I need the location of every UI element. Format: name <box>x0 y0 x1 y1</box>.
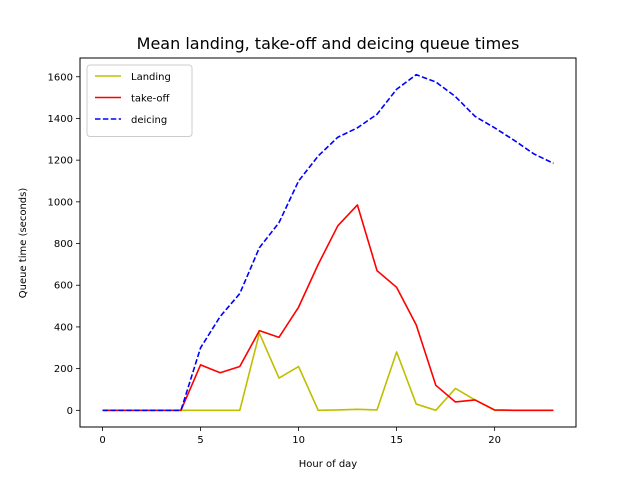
y-tick-label: 1600 <box>48 72 73 83</box>
y-tick-label: 1400 <box>48 114 73 125</box>
plot-area <box>102 73 554 412</box>
legend-label: take-off <box>131 94 171 105</box>
x-axis: 0 5 10 15 20 <box>99 427 501 446</box>
x-tick-label: 5 <box>197 435 203 446</box>
legend-label: deicing <box>131 115 167 126</box>
plot-frame <box>79 57 577 428</box>
x-tick-label: 0 <box>99 435 105 446</box>
y-tick-label: 200 <box>54 364 73 375</box>
series-line-2 <box>102 73 554 412</box>
chart-title: Mean landing, take-off and deicing queue… <box>137 34 520 53</box>
y-axis: 0 200 400 600 800 1000 1200 1400 1600 <box>48 72 80 417</box>
legend: Landing take-off deicing <box>86 64 193 137</box>
y-tick-label: 1200 <box>48 156 73 167</box>
legend-label: Landing <box>131 72 171 83</box>
y-tick-label: 800 <box>54 239 73 250</box>
y-tick-label: 0 <box>67 406 73 417</box>
x-tick-label: 20 <box>488 435 501 446</box>
x-tick-label: 10 <box>292 435 305 446</box>
y-tick-label: 1000 <box>48 197 73 208</box>
y-tick-label: 400 <box>54 322 73 333</box>
y-axis-label: Queue time (seconds) <box>18 188 29 299</box>
x-axis-label: Hour of day <box>299 459 358 470</box>
y-tick-label: 600 <box>54 281 73 292</box>
x-tick-label: 15 <box>390 435 403 446</box>
